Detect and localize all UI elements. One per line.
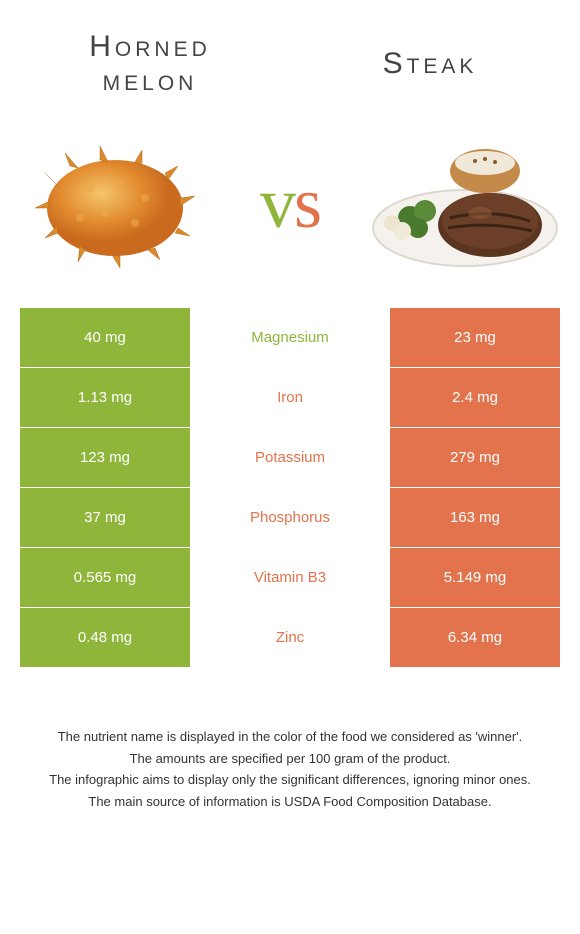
nutrient-label: Vitamin B3 xyxy=(190,548,390,607)
nutrient-label: Magnesium xyxy=(190,308,390,367)
right-value-cell: 163 mg xyxy=(390,488,560,547)
left-value-cell: 0.48 mg xyxy=(20,608,190,667)
right-value-cell: 2.4 mg xyxy=(390,368,560,427)
right-value-cell: 5.149 mg xyxy=(390,548,560,607)
table-row: 37 mgPhosphorus163 mg xyxy=(20,488,560,547)
nutrient-label: Potassium xyxy=(190,428,390,487)
table-row: 0.48 mgZinc6.34 mg xyxy=(20,608,560,667)
table-row: 40 mgMagnesium23 mg xyxy=(20,308,560,367)
left-value-cell: 0.565 mg xyxy=(20,548,190,607)
nutrient-label: Iron xyxy=(190,368,390,427)
footer-line-3: The infographic aims to display only the… xyxy=(20,770,560,790)
footer-line-2: The amounts are specified per 100 gram o… xyxy=(20,749,560,769)
left-value-cell: 123 mg xyxy=(20,428,190,487)
comparison-table: 40 mgMagnesium23 mg1.13 mgIron2.4 mg123 … xyxy=(20,308,560,667)
right-value-cell: 279 mg xyxy=(390,428,560,487)
left-food-image xyxy=(20,128,210,278)
vs-label: vs xyxy=(260,162,320,245)
header: Horned melon Steak xyxy=(0,0,580,108)
table-row: 123 mgPotassium279 mg xyxy=(20,428,560,487)
footer-line-1: The nutrient name is displayed in the co… xyxy=(20,727,560,747)
nutrient-label: Zinc xyxy=(190,608,390,667)
left-value-cell: 1.13 mg xyxy=(20,368,190,427)
images-row: vs xyxy=(0,108,580,308)
left-food-title: Horned melon xyxy=(50,30,250,98)
right-food-title: Steak xyxy=(330,47,530,81)
right-food-image xyxy=(370,128,560,278)
table-row: 1.13 mgIron2.4 mg xyxy=(20,368,560,427)
footer-notes: The nutrient name is displayed in the co… xyxy=(0,727,580,811)
nutrient-label: Phosphorus xyxy=(190,488,390,547)
footer-line-4: The main source of information is USDA F… xyxy=(20,792,560,812)
right-value-cell: 23 mg xyxy=(390,308,560,367)
left-value-cell: 37 mg xyxy=(20,488,190,547)
right-value-cell: 6.34 mg xyxy=(390,608,560,667)
left-value-cell: 40 mg xyxy=(20,308,190,367)
table-row: 0.565 mgVitamin B35.149 mg xyxy=(20,548,560,607)
